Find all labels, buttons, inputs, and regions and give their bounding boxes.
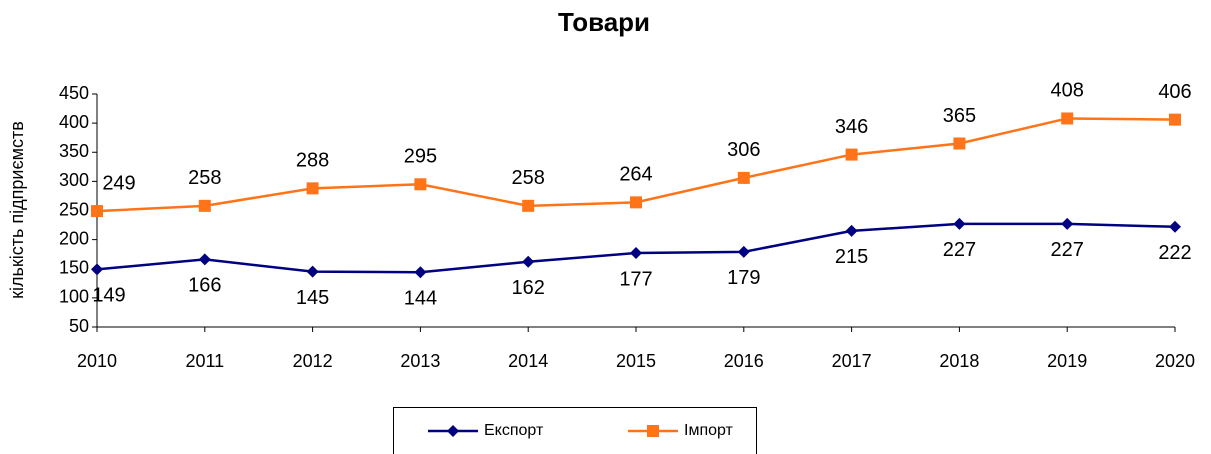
data-label: 166 (188, 275, 221, 297)
data-label: 264 (619, 164, 652, 186)
y-tick-label: 350 (59, 141, 89, 161)
x-tick-label: 2020 (1155, 351, 1195, 371)
x-tick-label: 2010 (77, 351, 117, 371)
point (198, 253, 211, 266)
data-label: 227 (1051, 239, 1084, 261)
x-tick-label: 2015 (616, 351, 656, 371)
data-label: 177 (619, 268, 652, 290)
data-label: 306 (727, 139, 760, 161)
point (845, 224, 858, 237)
y-tick-label: 250 (59, 199, 89, 219)
point (845, 148, 858, 161)
y-tick-label: 300 (59, 170, 89, 190)
point (91, 205, 103, 218)
data-label: 179 (727, 267, 760, 289)
legend-label: Імпорт (684, 422, 734, 439)
x-tick-label: 2019 (1047, 351, 1087, 371)
data-label: 144 (404, 288, 437, 310)
point (91, 263, 103, 276)
y-tick-label: 50 (69, 316, 89, 336)
point (306, 182, 319, 195)
point (630, 196, 642, 209)
data-label: 222 (1158, 242, 1191, 264)
data-label: 258 (512, 167, 545, 189)
data-label: 145 (296, 287, 329, 309)
y-tick-label: 150 (59, 258, 89, 278)
data-label: 249 (102, 172, 135, 194)
point (953, 217, 966, 230)
data-label: 408 (1051, 80, 1084, 102)
point (1169, 220, 1181, 233)
x-tick-label: 2017 (832, 351, 872, 371)
point (737, 171, 750, 184)
y-tick-label: 200 (59, 228, 89, 248)
point (647, 425, 659, 437)
point (522, 255, 535, 268)
legend-label: Експорт (484, 422, 544, 439)
point (1061, 217, 1074, 230)
data-label: 227 (943, 239, 976, 261)
x-tick-label: 2016 (724, 351, 764, 371)
point (414, 178, 427, 191)
point (414, 266, 427, 279)
point (1061, 112, 1074, 125)
point (737, 245, 750, 258)
chart-title: Товари (558, 7, 650, 37)
point (447, 425, 459, 437)
data-label: 258 (188, 167, 221, 189)
point (522, 199, 535, 212)
point (198, 199, 211, 212)
y-tick-label: 100 (59, 287, 89, 307)
y-axis-label: кількість підприємств (7, 121, 27, 299)
data-label: 365 (943, 105, 976, 127)
data-label: 295 (404, 146, 437, 168)
data-label: 162 (512, 277, 545, 299)
data-label: 288 (296, 150, 329, 172)
x-tick-label: 2018 (939, 351, 979, 371)
data-label: 215 (835, 246, 868, 268)
point (1169, 113, 1181, 126)
x-tick-label: 2011 (185, 351, 224, 371)
point (630, 247, 642, 260)
point (306, 265, 319, 278)
y-tick-label: 450 (59, 83, 89, 103)
x-tick-label: 2014 (508, 351, 548, 371)
x-tick-label: 2013 (400, 351, 440, 371)
x-tick-label: 2012 (293, 351, 333, 371)
data-label: 346 (835, 116, 868, 138)
data-label: 406 (1158, 81, 1191, 103)
y-tick-label: 400 (59, 112, 89, 132)
data-label: 149 (92, 285, 125, 307)
point (953, 137, 966, 150)
